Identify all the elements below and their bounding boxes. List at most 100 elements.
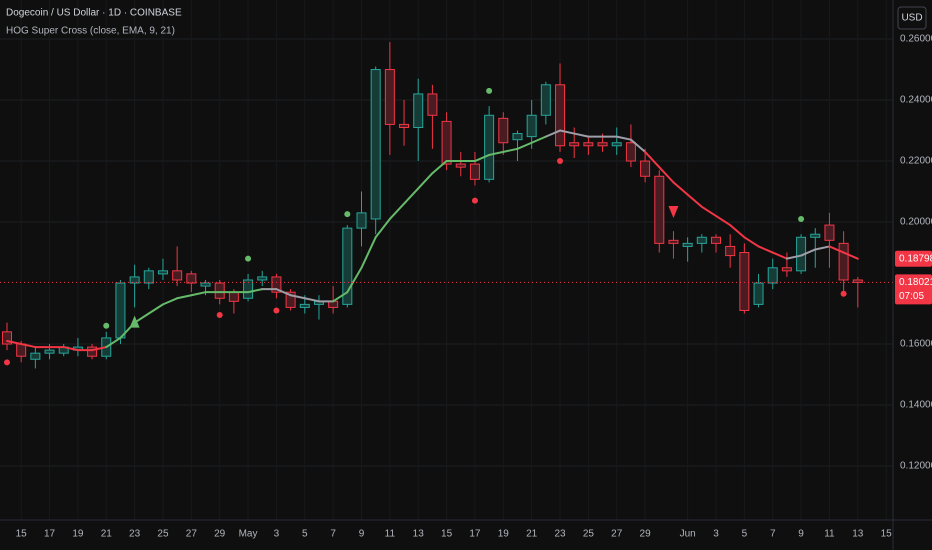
- candle-body: [356, 212, 367, 229]
- ema-line: [403, 187, 420, 205]
- sell-signal: [668, 206, 679, 219]
- ema-line: [488, 150, 505, 156]
- candle-body: [115, 282, 126, 339]
- y-tick-label: 0.26000: [900, 34, 932, 45]
- x-tick-label: 9: [359, 529, 365, 540]
- ema-line: [62, 346, 79, 352]
- ema-line: [275, 288, 292, 297]
- candle-body: [399, 123, 410, 128]
- chart-title: Dogecoin / US Dollar · 1D · COINBASE: [6, 8, 182, 19]
- candle-body: [299, 303, 310, 308]
- candle-body: [781, 267, 792, 272]
- cross-up-dot: [245, 255, 252, 262]
- x-tick-label: 25: [157, 529, 169, 540]
- cross-down-dot: [557, 158, 564, 165]
- candle-body: [668, 239, 679, 244]
- cross-down-dot: [471, 197, 478, 204]
- x-tick-label: 13: [413, 529, 425, 540]
- candle-body: [285, 291, 296, 308]
- ema-line: [672, 181, 689, 196]
- x-tick-label: 29: [214, 529, 226, 540]
- candle-body: [696, 236, 707, 244]
- ema-line: [133, 312, 150, 324]
- x-tick-label: 17: [469, 529, 481, 540]
- countdown-label: 07:05: [899, 291, 924, 302]
- currency-button[interactable]: [897, 6, 927, 30]
- x-tick-label: 5: [742, 529, 748, 540]
- ema-line: [658, 166, 675, 184]
- ema-line: [644, 150, 661, 169]
- cross-up-dot: [486, 87, 493, 94]
- x-tick-label: 21: [526, 529, 538, 540]
- candle-body: [441, 120, 452, 165]
- ema-price-label: 0.18798: [899, 253, 932, 264]
- ema-line: [20, 343, 37, 349]
- ema-line: [544, 129, 562, 138]
- candle-body: [342, 227, 353, 305]
- candle-body: [413, 93, 424, 128]
- ema-line: [757, 245, 774, 254]
- ema-line: [247, 288, 264, 294]
- ema-line: [573, 132, 590, 138]
- candle-body: [214, 282, 225, 299]
- ema-line: [473, 153, 491, 163]
- ema-line: [828, 245, 845, 254]
- x-tick-label: 21: [101, 529, 113, 540]
- candle-body: [583, 142, 594, 147]
- ema-line: [629, 138, 647, 153]
- x-tick-label: 13: [852, 529, 864, 540]
- x-tick-label: Jun: [680, 529, 696, 540]
- ema-line: [686, 193, 703, 208]
- candle-body: [739, 252, 750, 311]
- ema-line: [785, 254, 803, 260]
- x-tick-label: 27: [186, 529, 198, 540]
- ema-line: [615, 135, 632, 141]
- ema-line: [431, 160, 448, 175]
- x-tick-label: May: [239, 529, 258, 540]
- candle-body: [157, 270, 168, 275]
- indicator-label: HOG Super Cross (close, EMA, 9, 21): [6, 26, 175, 37]
- x-tick-label: 5: [302, 529, 308, 540]
- x-tick-label: 19: [72, 529, 84, 540]
- x-tick-label: 11: [824, 529, 835, 540]
- candle-body: [186, 273, 197, 284]
- x-tick-label: 27: [611, 529, 623, 540]
- x-tick-label: 11: [385, 529, 396, 540]
- cross-down-dot: [216, 312, 223, 319]
- x-tick-label: 3: [274, 529, 280, 540]
- ema-line: [105, 336, 122, 349]
- ema-line: [559, 129, 576, 135]
- x-tick-label: 9: [798, 529, 804, 540]
- candle-body: [767, 267, 778, 284]
- ema-line: [502, 147, 519, 153]
- candle-body: [597, 142, 608, 147]
- candle-body: [725, 245, 736, 257]
- candle-body: [44, 349, 55, 354]
- candle-body: [484, 114, 495, 180]
- candle-body: [16, 343, 27, 357]
- x-tick-label: 29: [640, 529, 652, 540]
- x-tick-label: 15: [16, 529, 28, 540]
- candle-body: [540, 84, 551, 116]
- cross-up-dot: [344, 211, 351, 218]
- ema-line: [417, 172, 434, 190]
- candle-body: [2, 331, 12, 345]
- ema-line: [147, 303, 164, 315]
- candle-body: [228, 291, 239, 302]
- candle-body: [384, 69, 395, 125]
- cross-down-dot: [4, 359, 10, 366]
- x-tick-label: 3: [713, 529, 719, 540]
- x-tick-label: 23: [554, 529, 566, 540]
- candle-body: [469, 163, 480, 180]
- last-price-badge: [895, 274, 932, 305]
- ema-line: [374, 217, 391, 239]
- ema-line: [303, 297, 320, 303]
- ema-line: [176, 294, 193, 300]
